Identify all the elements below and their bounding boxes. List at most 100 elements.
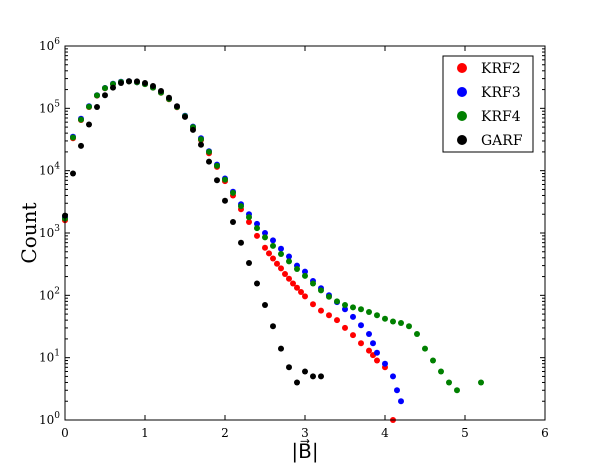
data-point xyxy=(70,170,76,177)
data-point xyxy=(270,323,276,330)
legend-marker xyxy=(457,63,467,73)
data-point xyxy=(414,331,420,337)
data-point xyxy=(78,116,84,123)
x-tick-label: 1 xyxy=(141,426,149,440)
data-point xyxy=(302,368,308,375)
data-point xyxy=(398,320,404,326)
data-point xyxy=(286,275,292,282)
data-point xyxy=(326,293,332,300)
x-tick-label: 5 xyxy=(461,426,469,440)
data-point xyxy=(286,364,292,371)
data-point xyxy=(182,113,188,120)
data-point xyxy=(230,189,236,196)
legend-label: KRF2 xyxy=(481,61,521,77)
data-point xyxy=(78,142,84,149)
data-point xyxy=(358,340,364,347)
data-point xyxy=(374,357,380,364)
data-point xyxy=(302,268,308,275)
legend-marker xyxy=(457,87,467,97)
data-point xyxy=(294,284,300,291)
x-tick-label: 3 xyxy=(301,426,309,440)
y-tick-label: 104 xyxy=(39,162,60,178)
data-point xyxy=(422,345,428,352)
data-point xyxy=(282,271,288,277)
x-tick-label: 4 xyxy=(381,426,389,440)
data-point xyxy=(390,373,396,380)
data-point xyxy=(342,306,348,313)
data-point xyxy=(358,306,364,313)
data-point xyxy=(270,237,276,244)
data-point xyxy=(110,84,116,91)
data-point xyxy=(206,158,212,165)
data-point xyxy=(142,80,148,86)
data-point xyxy=(222,197,228,204)
data-point xyxy=(254,280,260,287)
series-garf xyxy=(62,78,324,386)
y-tick-label: 103 xyxy=(39,224,60,240)
data-point xyxy=(198,136,204,143)
data-point xyxy=(438,368,444,375)
data-point xyxy=(374,312,380,319)
y-tick-label: 101 xyxy=(39,349,60,365)
data-point xyxy=(150,83,156,89)
data-point xyxy=(70,134,76,141)
legend-marker xyxy=(457,111,467,121)
data-point xyxy=(254,220,260,227)
data-point xyxy=(278,245,284,252)
legend-marker xyxy=(457,135,467,145)
data-point xyxy=(102,85,108,92)
data-point xyxy=(274,260,280,267)
data-point xyxy=(158,88,164,94)
data-point xyxy=(318,373,324,380)
data-point xyxy=(118,80,124,86)
data-point xyxy=(298,289,304,295)
y-tick-label: 105 xyxy=(39,99,60,115)
data-point xyxy=(454,387,460,394)
data-point xyxy=(246,260,252,266)
data-point xyxy=(318,287,324,294)
data-point xyxy=(382,315,388,322)
data-points-layer xyxy=(62,78,484,423)
data-point xyxy=(166,94,172,101)
data-point xyxy=(318,307,324,314)
y-tick-label: 106 xyxy=(39,37,60,53)
data-point xyxy=(246,219,252,225)
data-point xyxy=(446,379,452,386)
data-point xyxy=(310,301,316,308)
data-point xyxy=(270,255,276,262)
data-point xyxy=(310,373,316,380)
data-point xyxy=(310,280,316,287)
legend-label: KRF4 xyxy=(481,109,521,125)
data-point xyxy=(294,379,300,386)
data-point xyxy=(350,313,356,320)
data-point xyxy=(238,203,244,210)
x-tick-label: 0 xyxy=(61,426,69,440)
data-point xyxy=(290,280,296,287)
data-point xyxy=(478,379,484,386)
data-point xyxy=(398,398,404,405)
data-point xyxy=(94,92,100,99)
data-point xyxy=(342,302,348,308)
data-point xyxy=(174,103,180,110)
data-point xyxy=(102,92,108,99)
data-point xyxy=(382,360,388,367)
data-point xyxy=(262,234,268,241)
y-tick-label: 102 xyxy=(39,286,60,302)
y-axis-label: Count xyxy=(17,202,41,263)
data-point xyxy=(334,317,340,324)
x-tick-label: 2 xyxy=(221,426,229,440)
legend-label: KRF3 xyxy=(481,85,521,101)
data-point xyxy=(278,251,284,257)
series-krf4 xyxy=(62,78,484,394)
series-krf3 xyxy=(62,78,404,405)
data-point xyxy=(270,242,276,249)
legend-box xyxy=(442,55,534,153)
data-point xyxy=(294,266,300,272)
data-point xyxy=(366,331,372,337)
data-point xyxy=(86,121,92,128)
data-point xyxy=(94,104,100,110)
series-krf2 xyxy=(62,78,396,423)
x-axis-label: |B⃗| xyxy=(291,438,318,464)
data-point xyxy=(278,345,284,352)
data-point xyxy=(214,177,220,184)
